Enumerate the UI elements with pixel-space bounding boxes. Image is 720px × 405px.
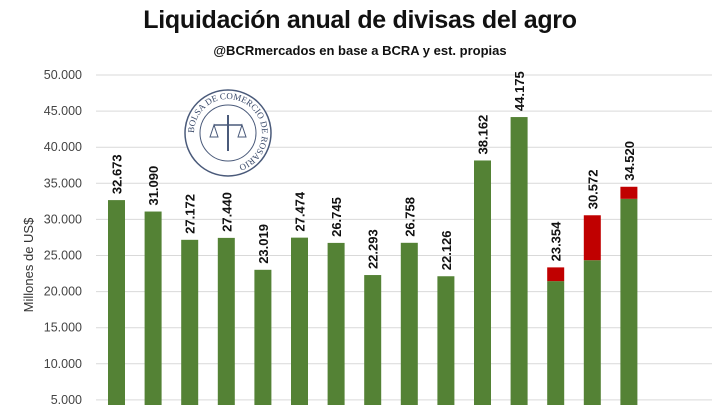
bar-segment-green bbox=[510, 117, 528, 405]
bar-segment-green bbox=[364, 275, 382, 405]
data-label: 27.440 bbox=[219, 192, 234, 232]
y-tick-label: 10.000 bbox=[44, 357, 82, 371]
bar-segment-green bbox=[217, 237, 235, 405]
y-tick-label: 50.000 bbox=[44, 68, 82, 82]
bcr-seal-logo: BOLSA DE COMERCIO DE ROSARIO bbox=[184, 89, 272, 177]
y-tick-label: 5.000 bbox=[51, 393, 82, 405]
data-label: 26.758 bbox=[402, 197, 417, 237]
y-tick-label: 15.000 bbox=[44, 321, 82, 335]
y-tick-label: 25.000 bbox=[44, 249, 82, 263]
data-label: 23.019 bbox=[256, 224, 271, 264]
bar-segment-red bbox=[583, 215, 601, 261]
bar-segment-red bbox=[620, 186, 638, 199]
bar-segment-green bbox=[327, 242, 345, 405]
bar-segment-green bbox=[254, 269, 272, 405]
bar-segment-green bbox=[291, 237, 308, 405]
data-label: 32.673 bbox=[110, 154, 125, 194]
y-tick-label: 45.000 bbox=[44, 104, 82, 118]
y-tick-label: 20.000 bbox=[44, 285, 82, 299]
bar-segment-green bbox=[547, 281, 565, 405]
y-tick-label: 30.000 bbox=[44, 212, 82, 226]
data-label: 22.293 bbox=[366, 229, 381, 269]
data-label: 30.572 bbox=[585, 170, 600, 210]
y-tick-label: 40.000 bbox=[44, 140, 82, 154]
data-label: 34.520 bbox=[622, 141, 637, 181]
bar-segment-green bbox=[108, 200, 125, 405]
data-label: 27.474 bbox=[293, 191, 308, 232]
chart-subtitle: @BCRmercados en base a BCRA y est. propi… bbox=[213, 43, 507, 58]
y-axis-label: Millones de US$ bbox=[21, 217, 36, 312]
data-label: 44.175 bbox=[512, 71, 527, 111]
bar-segment-green bbox=[144, 211, 162, 405]
y-tick-label: 35.000 bbox=[44, 176, 82, 190]
bar-segment-green bbox=[181, 239, 199, 405]
bar-segment-green bbox=[400, 242, 418, 405]
chart-title: Liquidación anual de divisas del agro bbox=[143, 6, 577, 34]
bar-segment-green bbox=[620, 198, 638, 405]
bar-segment-green bbox=[437, 276, 455, 405]
data-label: 31.090 bbox=[146, 166, 161, 206]
data-label: 23.354 bbox=[549, 221, 564, 262]
data-label: 22.126 bbox=[439, 230, 454, 270]
bar-segment-green bbox=[583, 260, 601, 405]
bar-segment-red bbox=[547, 267, 565, 282]
data-label: 27.172 bbox=[183, 194, 198, 234]
bar-segment-green bbox=[474, 160, 491, 405]
data-label: 38.162 bbox=[476, 115, 491, 155]
data-label: 26.745 bbox=[329, 197, 344, 237]
